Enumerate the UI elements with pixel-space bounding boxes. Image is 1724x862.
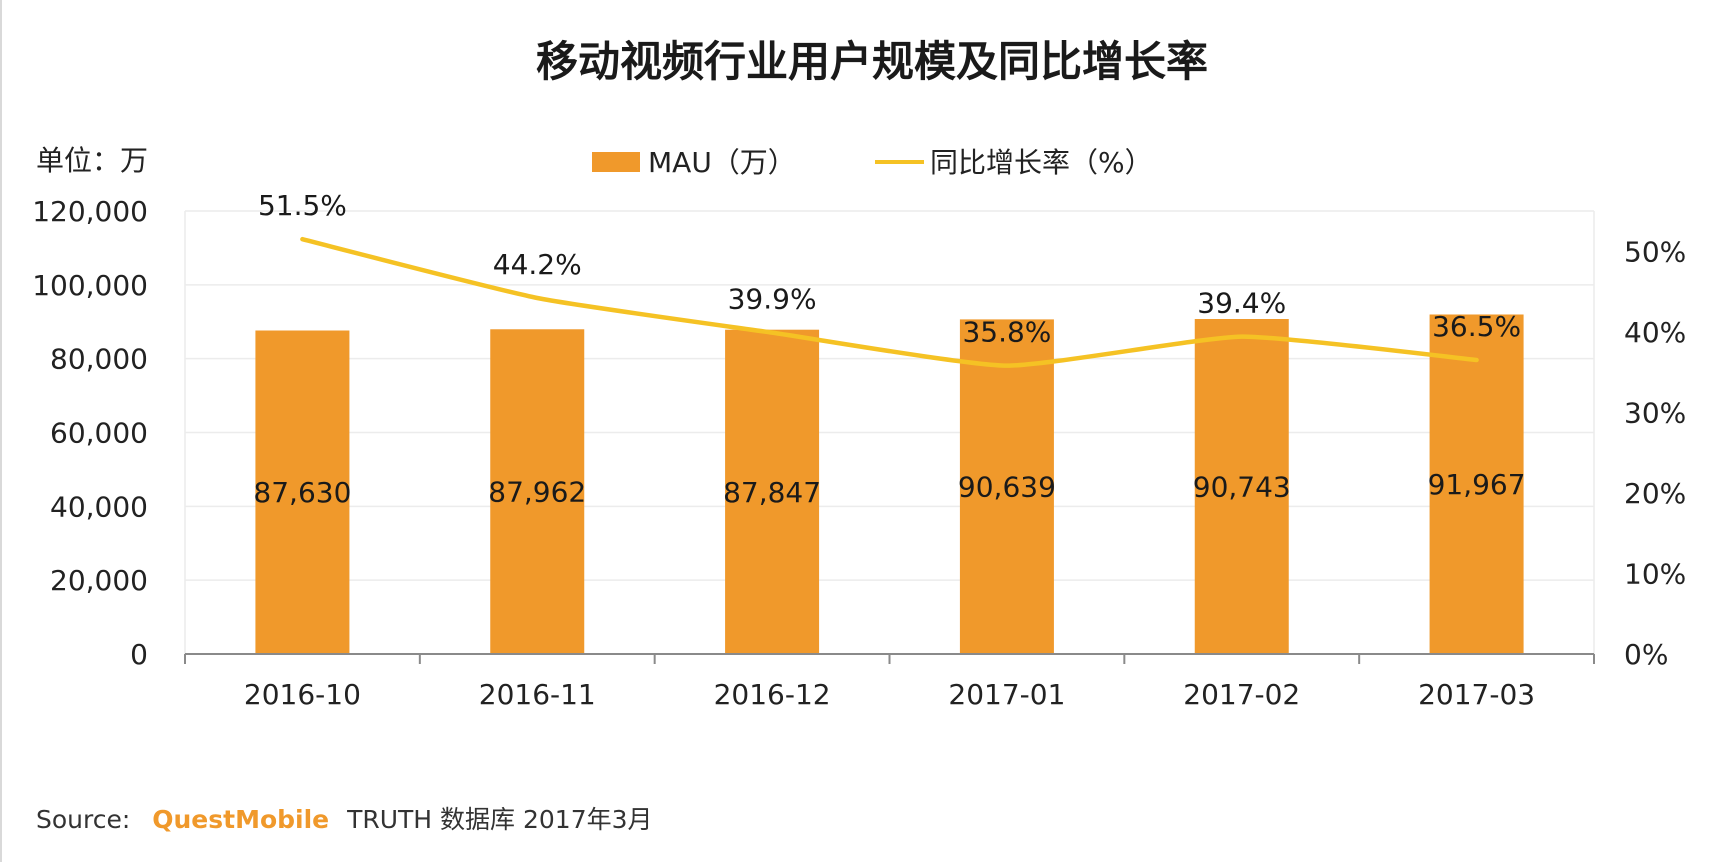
legend-line-label: 同比增长率（%） [930,146,1153,179]
source-rest: TRUTH 数据库 2017年3月 [346,805,652,834]
gridlines [184,210,1595,654]
legend-bar-label: MAU（万） [648,146,796,179]
bar-value-label: 87,630 [253,476,351,509]
line-value-label: 39.4% [1197,287,1286,320]
line-value-label: 39.9% [728,283,817,316]
legend: MAU（万） 同比增长率（%） [592,146,1153,179]
line-value-label: 44.2% [493,248,582,281]
left-tick-label: 100,000 [32,269,148,302]
bar [1429,314,1524,654]
x-tick-label: 2017-03 [1418,678,1535,711]
left-tick-label: 0 [130,638,148,671]
left-tick-label: 60,000 [50,417,148,450]
source-brand: QuestMobile [152,805,329,834]
line-value-labels: 51.5% 44.2% 39.9% 35.8% 39.4% 36.5% [258,189,1521,348]
left-tick-label: 80,000 [50,343,148,376]
right-tick-label: 10% [1624,557,1686,590]
bar-series [255,314,1524,654]
left-axis-ticks: 0 20,000 40,000 60,000 80,000 100,000 120,000 [32,195,148,671]
right-tick-label: 50% [1624,235,1686,268]
unit-label: 单位：万 [36,144,148,177]
bar-value-labels: 87,630 87,962 87,847 90,639 90,743 91,967 [253,468,1525,509]
right-tick-label: 40% [1624,316,1686,349]
bar [725,329,820,654]
left-tick-label: 40,000 [50,490,148,523]
x-tick-label: 2016-11 [479,678,596,711]
right-axis-ticks: 0% 10% 20% 30% 40% 50% [1624,235,1686,671]
left-tick-label: 20,000 [50,564,148,597]
bar-value-label: 87,962 [488,476,586,509]
source-prefix: Source: [36,805,130,834]
bar-value-label: 90,743 [1193,471,1291,504]
x-tick-label: 2016-12 [714,678,831,711]
x-axis: 2016-10 2016-11 2016-12 2017-01 2017-02 2017-… [184,653,1595,711]
x-tick-label: 2016-10 [244,678,361,711]
bar-value-label: 91,967 [1428,468,1526,501]
bar-value-label: 87,847 [723,476,821,509]
bar [490,329,585,654]
bar-value-label: 90,639 [958,471,1056,504]
bar [959,319,1054,654]
source-footer: Source: QuestMobile TRUTH 数据库 2017年3月 [36,805,653,834]
growth-rate-line [300,236,1479,368]
left-tick-label: 120,000 [32,195,148,228]
line-value-label: 36.5% [1432,310,1521,343]
x-tick-label: 2017-02 [1183,678,1300,711]
right-tick-label: 30% [1624,396,1686,429]
bar [255,330,350,654]
right-tick-label: 20% [1624,477,1686,510]
right-tick-label: 0% [1624,638,1668,671]
chart-title: 移动视频行业用户规模及同比增长率 [536,37,1208,86]
x-tick-label: 2017-01 [948,678,1065,711]
legend-bar-swatch [592,152,640,172]
line-series [300,236,1479,368]
bar [1194,319,1289,654]
line-value-label: 51.5% [258,189,347,222]
line-value-label: 35.8% [962,316,1051,349]
